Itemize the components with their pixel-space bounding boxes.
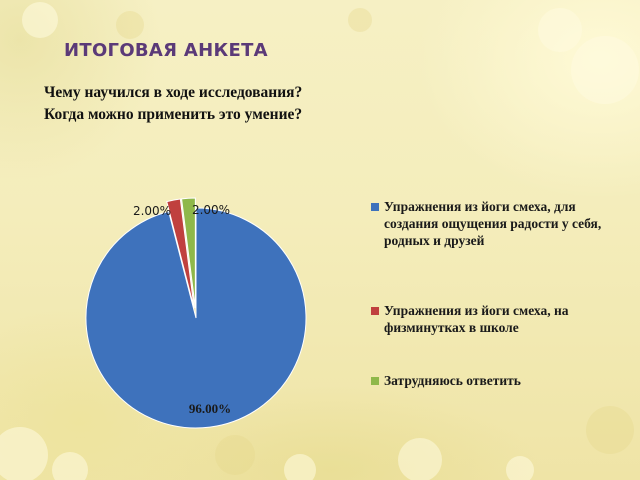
- slide-title: ИТОГОВАЯ АНКЕТА: [64, 40, 268, 61]
- pie-slice-joy-exercises: [85, 207, 307, 429]
- legend-swatch: [371, 203, 379, 211]
- question-line-2: Когда можно применить это умение?: [44, 106, 303, 123]
- data-label-joy-exercises: 96.00%: [189, 401, 231, 416]
- legend-label: Затрудняюсь ответить: [384, 373, 521, 388]
- data-label-school-exercises: 2.00%: [133, 204, 171, 218]
- legend-label: Упражнения из йоги смеха, для создания о…: [384, 199, 602, 248]
- pie-slice-hard-to-answer: [181, 197, 196, 309]
- question-line-1: Чему научился в ходе исследования?: [44, 84, 303, 101]
- legend-swatch: [371, 307, 379, 315]
- legend-item-hard-to-answer: Затрудняюсь ответить: [371, 372, 621, 389]
- pie-slice-school-exercises: [166, 198, 195, 309]
- legend-item-joy-exercises: Упражнения из йоги смеха, для создания о…: [371, 198, 621, 249]
- legend-item-school-exercises: Упражнения из йоги смеха, на физминутках…: [371, 302, 621, 336]
- legend-swatch: [371, 377, 379, 385]
- data-label-hard-to-answer: 2.00%: [192, 203, 230, 217]
- legend-label: Упражнения из йоги смеха, на физминутках…: [384, 303, 569, 335]
